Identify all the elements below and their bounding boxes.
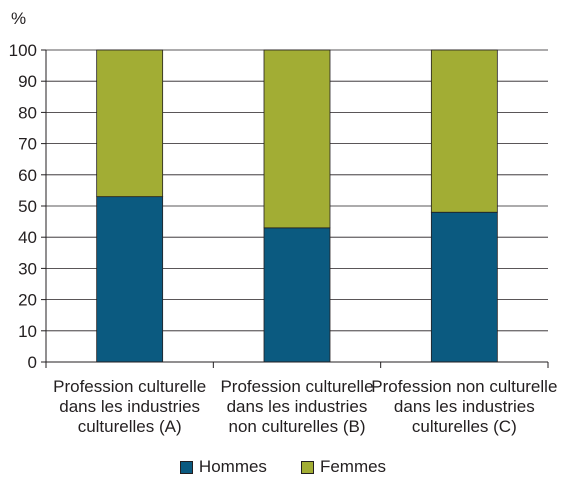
x-tick-label-1: Profession culturelle dans les industries…: [220, 377, 373, 436]
x-tick-label-1-line-0: Profession culturelle: [220, 377, 373, 396]
bar-femmes-1: [263, 49, 331, 229]
y-tick-label-100: 100: [9, 41, 37, 60]
x-tick-label-2-line-1: dans les industries: [394, 397, 535, 416]
bar-hommes-2: [430, 211, 498, 363]
legend-label-femmes: Femmes: [319, 457, 387, 476]
bar-femmes-2: [430, 49, 498, 213]
bars: [96, 49, 498, 363]
y-tick-label-80: 80: [18, 103, 37, 122]
x-tick-label-0: Profession culturelle dans les industries…: [53, 377, 206, 436]
x-tick-label-1-line-2: non culturelles (B): [228, 417, 365, 436]
y-tick-label-70: 70: [18, 135, 37, 154]
y-tick-label-20: 20: [18, 291, 37, 310]
x-tick-label-2-line-0: Profession non culturelle: [371, 377, 557, 396]
x-tick-label-0-line-2: culturelles (A): [78, 417, 182, 436]
legend: Hommes Femmes: [0, 457, 566, 477]
y-tick-label-60: 60: [18, 166, 37, 185]
y-tick-label-10: 10: [18, 322, 37, 341]
y-axis-unit-label: %: [11, 9, 26, 28]
y-tick-label-40: 40: [18, 228, 37, 247]
y-tick-label-90: 90: [18, 72, 37, 91]
y-tick-label-50: 50: [18, 197, 37, 216]
labels: % 0 10 20 30 40 50 60 70 80 90 100 Profession cultu…: [9, 9, 558, 436]
x-tick-label-2-line-2: culturelles (C): [412, 417, 517, 436]
y-tick-label-30: 30: [18, 259, 37, 278]
x-tick-label-0-line-1: dans les industries: [59, 397, 200, 416]
legend-swatch-hommes: [179, 460, 193, 474]
x-tick-label-2: Profession non culturelle dans les indust…: [371, 377, 557, 436]
bar-femmes-0: [96, 49, 164, 198]
legend-item-hommes: Hommes: [179, 457, 267, 477]
legend-swatch-femmes: [300, 460, 314, 474]
x-tick-label-0-line-0: Profession culturelle: [53, 377, 206, 396]
y-tick-label-0: 0: [28, 353, 37, 372]
axes: [41, 49, 549, 368]
legend-item-femmes: Femmes: [300, 457, 387, 477]
x-tick-label-1-line-1: dans les industries: [227, 397, 368, 416]
bar-hommes-0: [96, 196, 164, 363]
legend-label-hommes: Hommes: [198, 457, 267, 476]
bar-hommes-1: [263, 227, 331, 363]
